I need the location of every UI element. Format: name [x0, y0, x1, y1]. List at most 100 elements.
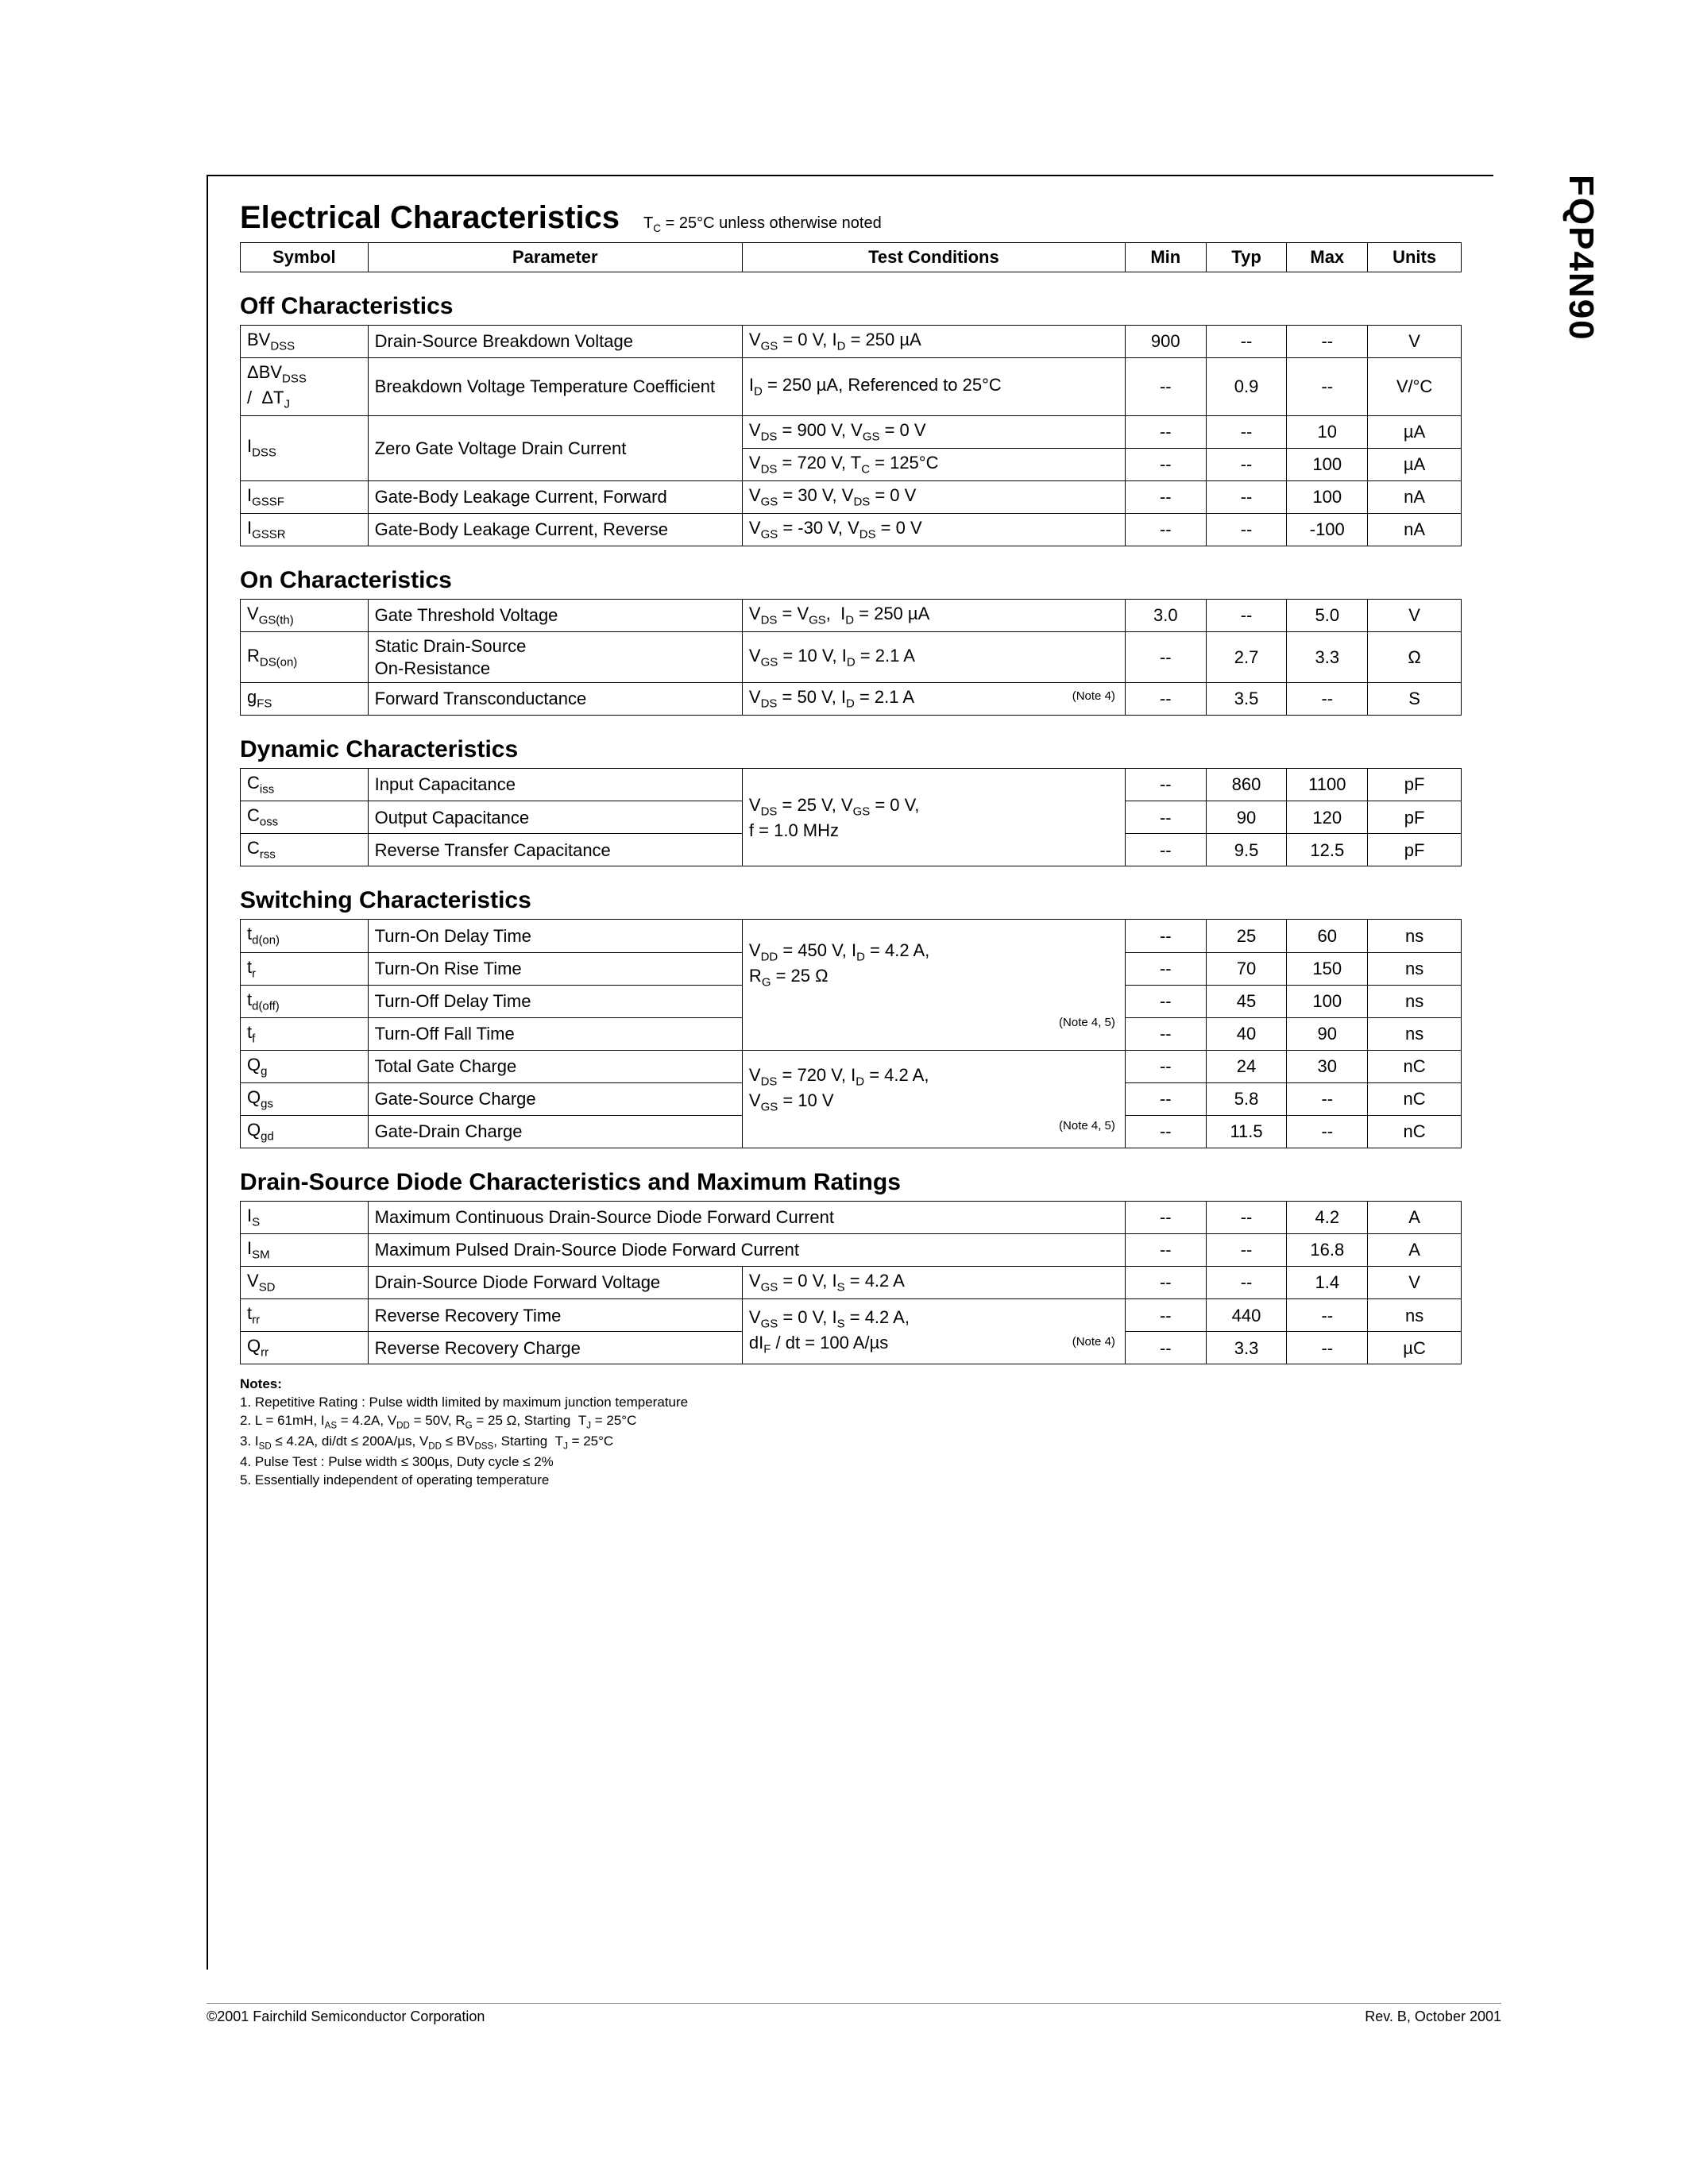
- cell-typ: 3.3: [1206, 1332, 1287, 1364]
- cell-typ: 40: [1206, 1017, 1287, 1050]
- cell-min: --: [1125, 683, 1206, 716]
- cell-param: Gate-Body Leakage Current, Reverse: [368, 513, 742, 546]
- note-item: 4. Pulse Test : Pulse width ≤ 300µs, Dut…: [240, 1453, 1462, 1472]
- table-row: BVDSSDrain-Source Breakdown VoltageVGS =…: [241, 325, 1462, 357]
- cell-min: --: [1125, 1017, 1206, 1050]
- note-item: 5. Essentially independent of operating …: [240, 1472, 1462, 1490]
- section-dyn-title: Dynamic Characteristics: [240, 736, 1462, 763]
- cell-sym: IGSSF: [241, 480, 369, 513]
- cell-min: --: [1125, 834, 1206, 866]
- cell-typ: 70: [1206, 952, 1287, 985]
- cell-sym: Qgs: [241, 1082, 369, 1115]
- cell-units: pF: [1368, 834, 1462, 866]
- cell-cond: ID = 250 µA, Referenced to 25°C: [742, 357, 1125, 415]
- cell-min: --: [1125, 632, 1206, 683]
- cell-cond: VGS = 0 V, ID = 250 µA: [742, 325, 1125, 357]
- cell-units: ns: [1368, 952, 1462, 985]
- cell-min: --: [1125, 415, 1206, 448]
- section-diode-title: Drain-Source Diode Characteristics and M…: [240, 1169, 1462, 1196]
- cell-max: -100: [1287, 513, 1368, 546]
- cell-units: A: [1368, 1201, 1462, 1233]
- cell-typ: --: [1206, 480, 1287, 513]
- cell-sym: Qrr: [241, 1332, 369, 1364]
- cell-sym: IDSS: [241, 415, 369, 480]
- cell-cond: VGS = 30 V, VDS = 0 V: [742, 480, 1125, 513]
- cell-param: Forward Transconductance: [368, 683, 742, 716]
- table-row: td(on) Turn-On Delay Time VDD = 450 V, I…: [241, 920, 1462, 952]
- cell-max: 100: [1287, 480, 1368, 513]
- cell-units: pF: [1368, 769, 1462, 801]
- cell-typ: --: [1206, 600, 1287, 632]
- cell-param-wide: Maximum Pulsed Drain-Source Diode Forwar…: [368, 1234, 1125, 1267]
- cell-max: --: [1287, 1299, 1368, 1332]
- notes-block: Notes: 1. Repetitive Rating : Pulse widt…: [240, 1376, 1462, 1490]
- cell-max: 3.3: [1287, 632, 1368, 683]
- dyn-table: Ciss Input Capacitance VDS = 25 V, VGS =…: [240, 768, 1462, 866]
- cell-param: Zero Gate Voltage Drain Current: [368, 415, 742, 480]
- hdr-min: Min: [1125, 243, 1206, 272]
- cell-units: ns: [1368, 920, 1462, 952]
- cell-min: --: [1125, 448, 1206, 480]
- cell-min: --: [1125, 357, 1206, 415]
- cell-param: Reverse Recovery Charge: [368, 1332, 742, 1364]
- cell-typ: 45: [1206, 985, 1287, 1017]
- cell-units: µA: [1368, 448, 1462, 480]
- cell-param: Turn-On Delay Time: [368, 920, 742, 952]
- cond-line: dIF / dt = 100 A/µs (Note 4): [749, 1332, 1118, 1357]
- cell-sym: RDS(on): [241, 632, 369, 683]
- cell-sym: tr: [241, 952, 369, 985]
- table-row: trr Reverse Recovery Time VGS = 0 V, IS …: [241, 1299, 1462, 1332]
- cell-typ: 0.9: [1206, 357, 1287, 415]
- dyn-tbody: Ciss Input Capacitance VDS = 25 V, VGS =…: [241, 769, 1462, 866]
- note-item: 2. L = 61mH, IAS = 4.2A, VDD = 50V, RG =…: [240, 1412, 1462, 1433]
- table-row: ISM Maximum Pulsed Drain-Source Diode Fo…: [241, 1234, 1462, 1267]
- sw-tbody: td(on) Turn-On Delay Time VDD = 450 V, I…: [241, 920, 1462, 1148]
- cell-min: --: [1125, 1050, 1206, 1082]
- header-table: Symbol Parameter Test Conditions Min Typ…: [240, 242, 1462, 272]
- cell-typ: --: [1206, 1267, 1287, 1299]
- cell-units: nC: [1368, 1115, 1462, 1148]
- hdr-typ: Typ: [1206, 243, 1287, 272]
- cell-max: 90: [1287, 1017, 1368, 1050]
- cell-typ: --: [1206, 448, 1287, 480]
- cell-typ: 3.5: [1206, 683, 1287, 716]
- cell-typ: 440: [1206, 1299, 1287, 1332]
- hdr-conditions: Test Conditions: [742, 243, 1125, 272]
- cell-typ: 2.7: [1206, 632, 1287, 683]
- cell-max: --: [1287, 1082, 1368, 1115]
- cell-min: --: [1125, 1201, 1206, 1233]
- cell-param: Drain-Source Breakdown Voltage: [368, 325, 742, 357]
- part-number-vertical: FQP4N90: [1561, 175, 1601, 341]
- cell-sym: Crss: [241, 834, 369, 866]
- cell-sym: IS: [241, 1201, 369, 1233]
- cell-units: µC: [1368, 1332, 1462, 1364]
- cell-sym: BVDSS: [241, 325, 369, 357]
- title-row: Electrical Characteristics TC = 25°C unl…: [240, 200, 1462, 236]
- cell-param: Reverse Transfer Capacitance: [368, 834, 742, 866]
- notes-heading: Notes:: [240, 1376, 1462, 1394]
- cell-cond-shared: VDS = 25 V, VGS = 0 V,f = 1.0 MHz: [742, 769, 1125, 866]
- cell-cond: VDS = 900 V, VGS = 0 V: [742, 415, 1125, 448]
- cell-sym: ΔBVDSS/ ΔTJ: [241, 357, 369, 415]
- hdr-units: Units: [1368, 243, 1462, 272]
- cell-units: ns: [1368, 985, 1462, 1017]
- cell-max: 60: [1287, 920, 1368, 952]
- cell-sym: gFS: [241, 683, 369, 716]
- table-row: Qg Total Gate Charge VDS = 720 V, ID = 4…: [241, 1050, 1462, 1082]
- hdr-parameter: Parameter: [368, 243, 742, 272]
- cell-min: --: [1125, 952, 1206, 985]
- table-row: IGSSFGate-Body Leakage Current, ForwardV…: [241, 480, 1462, 513]
- cell-param: Gate-Drain Charge: [368, 1115, 742, 1148]
- cell-cond: VGS = -30 V, VDS = 0 V: [742, 513, 1125, 546]
- section-off-title: Off Characteristics: [240, 293, 1462, 320]
- cell-param: Turn-Off Delay Time: [368, 985, 742, 1017]
- cell-cond: VDS = 50 V, ID = 2.1 A (Note 4): [742, 683, 1125, 716]
- cell-typ: 5.8: [1206, 1082, 1287, 1115]
- cell-units: ns: [1368, 1299, 1462, 1332]
- cell-typ: 25: [1206, 920, 1287, 952]
- cell-typ: 90: [1206, 801, 1287, 834]
- cell-max: 1100: [1287, 769, 1368, 801]
- cell-param: Turn-On Rise Time: [368, 952, 742, 985]
- cell-param: Gate-Source Charge: [368, 1082, 742, 1115]
- cell-typ: 9.5: [1206, 834, 1287, 866]
